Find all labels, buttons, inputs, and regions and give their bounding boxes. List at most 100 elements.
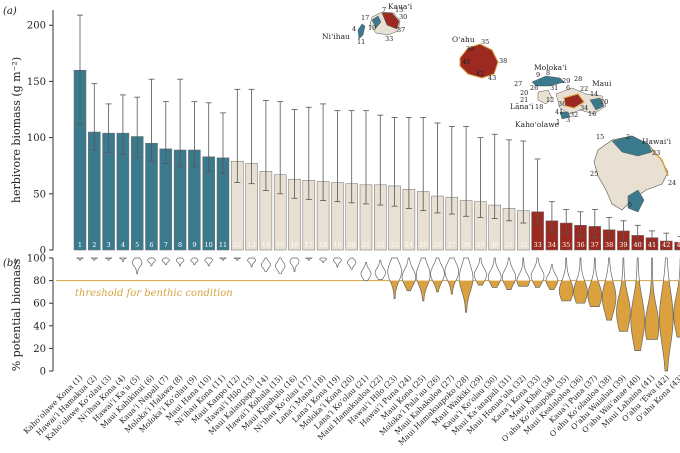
map-number: 38 <box>499 57 507 65</box>
map-number: 31 <box>550 84 558 92</box>
map-number: 23 <box>652 149 660 157</box>
y-tick-label-a: 0 <box>40 246 46 257</box>
violin-deficit-fill <box>430 280 445 292</box>
violin-deficit-fill <box>630 280 645 351</box>
violin-body <box>517 258 530 287</box>
bar-index-label: 21 <box>362 241 370 249</box>
island-label-kahoolawe: Kaho‘olawe <box>515 120 560 129</box>
violin-deficit-fill <box>531 280 545 288</box>
y-axis-title-potential: % potential biomass <box>10 258 23 371</box>
map-number: 39 <box>466 45 474 53</box>
violin-body <box>319 258 327 263</box>
violin-outline <box>90 257 99 261</box>
map-number: 17 <box>361 14 369 22</box>
bar-index-label: 25 <box>419 241 427 249</box>
map-number: 3 <box>566 116 570 124</box>
island-label-oahu: O‘ahu <box>452 35 475 44</box>
violin-outline <box>530 257 545 288</box>
violin-outline <box>659 257 674 372</box>
violin-outline <box>487 257 502 288</box>
violin-outline <box>76 257 84 261</box>
bar-index-label: 9 <box>192 241 196 249</box>
violin-outline <box>444 257 460 295</box>
violin-outline <box>401 257 417 292</box>
violin-deficit-fill <box>517 280 530 287</box>
bar-index-label: 42 <box>662 241 670 249</box>
map-number: 8 <box>546 69 550 77</box>
island-label-molokai: Moloka‘i <box>534 63 568 72</box>
violin-outline <box>516 257 530 287</box>
violin-deficit-fill <box>587 280 602 307</box>
map-number: 27 <box>514 80 522 88</box>
violin-outline <box>458 257 474 313</box>
y-tick-label-b: 40 <box>33 321 46 332</box>
bar-index-label: 31 <box>505 241 513 249</box>
violin-outline <box>473 257 487 286</box>
niihau-kauai-map: Ni‘ihau Kaua‘i 17 7 13 30 4 19 11 33 37 <box>322 2 413 46</box>
map-number: 26 <box>530 84 538 92</box>
bar-index-label: 16 <box>290 241 298 249</box>
violin-deficit-fill <box>474 280 487 286</box>
bar-index-label: 27 <box>448 241 456 249</box>
violin-outline <box>305 257 313 261</box>
violin-deficit-fill <box>488 280 502 288</box>
violin-outline <box>247 257 256 268</box>
violin-outline <box>415 257 431 302</box>
map-number: 19 <box>368 24 376 32</box>
violin-outline <box>630 257 645 352</box>
bar <box>159 148 173 251</box>
violin-body <box>488 258 502 288</box>
bar-index-label: 43 <box>676 241 680 249</box>
bar-index-label: 10 <box>205 241 213 249</box>
map-number: 20 <box>520 89 528 97</box>
violin-deficit-fill <box>616 280 631 332</box>
panel-b-label: (b) <box>3 258 17 269</box>
y-tick-label-b: 0 <box>40 367 46 378</box>
bar-index-label: 13 <box>247 241 255 249</box>
violin-deficit-fill <box>602 280 616 321</box>
bar-index-label: 29 <box>476 241 484 249</box>
bar-index-label: 23 <box>390 241 398 249</box>
violin-outline <box>430 257 445 293</box>
violin-body <box>147 258 156 266</box>
panel-a-label: (a) <box>3 6 17 17</box>
violin-outline <box>104 257 113 261</box>
bar-index-label: 37 <box>591 241 599 249</box>
violin-body <box>204 258 213 266</box>
bar-index-label: 7 <box>164 241 168 249</box>
bar-index-label: 14 <box>262 241 270 249</box>
map-number: 5 <box>628 201 632 209</box>
violin-body <box>289 258 300 272</box>
map-number: 4 <box>352 25 356 33</box>
violin-body <box>333 258 342 268</box>
violin-outline <box>545 264 559 290</box>
violin-deficit-fill <box>673 280 680 338</box>
violin-body <box>444 258 459 295</box>
hawaii-map: Hawai‘i 15 2 23 25 24 5 3 <box>566 116 676 213</box>
violin-body <box>190 258 199 265</box>
violin-body <box>275 258 285 274</box>
violin-deficit-fill <box>416 280 431 301</box>
violin-outline <box>132 257 143 275</box>
map-number: 9 <box>536 71 540 79</box>
bar-index-label: 22 <box>376 241 384 249</box>
violin-outline <box>233 257 242 261</box>
bar <box>674 241 680 251</box>
violin-outline <box>374 259 386 280</box>
violin-body <box>247 258 256 268</box>
map-number: 22 <box>580 85 588 93</box>
violin-outline <box>119 257 127 262</box>
violin-outline <box>673 257 680 338</box>
bar-index-label: 4 <box>121 241 125 249</box>
violin-outline <box>147 257 156 267</box>
violin-body <box>176 258 184 266</box>
violin-outline <box>175 257 185 267</box>
y-tick-label-a: 200 <box>27 21 46 32</box>
violin-body <box>360 262 372 281</box>
y-tick-label-b: 20 <box>33 344 46 355</box>
map-number: 28 <box>574 75 582 83</box>
violin-outline <box>501 257 517 290</box>
y-tick-label-b: 80 <box>33 276 46 287</box>
bar-index-label: 2 <box>92 241 96 249</box>
